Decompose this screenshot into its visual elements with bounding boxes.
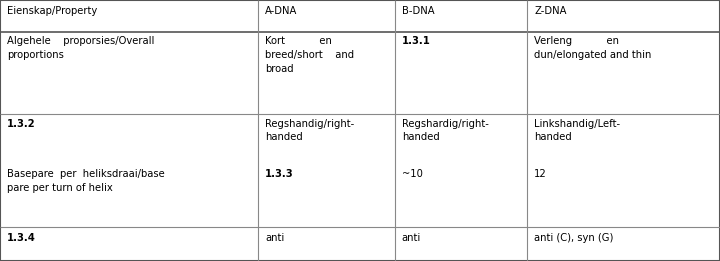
Text: Basepare  per  heliksdraai/base: Basepare per heliksdraai/base: [7, 169, 165, 179]
Text: Kort           en: Kort en: [265, 37, 332, 46]
Text: B-DNA: B-DNA: [402, 6, 434, 16]
Text: 1.3.3: 1.3.3: [265, 169, 294, 179]
Text: 1.3.2: 1.3.2: [7, 119, 36, 129]
Text: anti: anti: [265, 233, 284, 243]
Text: Regshardig/right-: Regshardig/right-: [402, 119, 489, 129]
Text: Z-DNA: Z-DNA: [534, 6, 567, 16]
Text: handed: handed: [402, 132, 439, 142]
Text: Regshandig/right-: Regshandig/right-: [265, 119, 354, 129]
Text: 12: 12: [534, 169, 547, 179]
Text: anti (C), syn (G): anti (C), syn (G): [534, 233, 613, 243]
Text: Eienskap/Property: Eienskap/Property: [7, 6, 97, 16]
Text: Algehele    proporsies/Overall: Algehele proporsies/Overall: [7, 37, 155, 46]
Text: Linkshandig/Left-: Linkshandig/Left-: [534, 119, 621, 129]
Text: ~10: ~10: [402, 169, 423, 179]
Text: proportions: proportions: [7, 50, 64, 60]
Text: 1.3.1: 1.3.1: [402, 37, 431, 46]
Text: pare per turn of helix: pare per turn of helix: [7, 183, 113, 193]
Text: anti: anti: [402, 233, 421, 243]
Text: A-DNA: A-DNA: [265, 6, 297, 16]
Text: handed: handed: [265, 132, 302, 142]
Text: handed: handed: [534, 132, 572, 142]
Text: Verleng           en: Verleng en: [534, 37, 619, 46]
Text: dun/elongated and thin: dun/elongated and thin: [534, 50, 652, 60]
Text: 1.3.4: 1.3.4: [7, 233, 36, 243]
Text: breed/short    and: breed/short and: [265, 50, 354, 60]
Text: broad: broad: [265, 63, 294, 74]
